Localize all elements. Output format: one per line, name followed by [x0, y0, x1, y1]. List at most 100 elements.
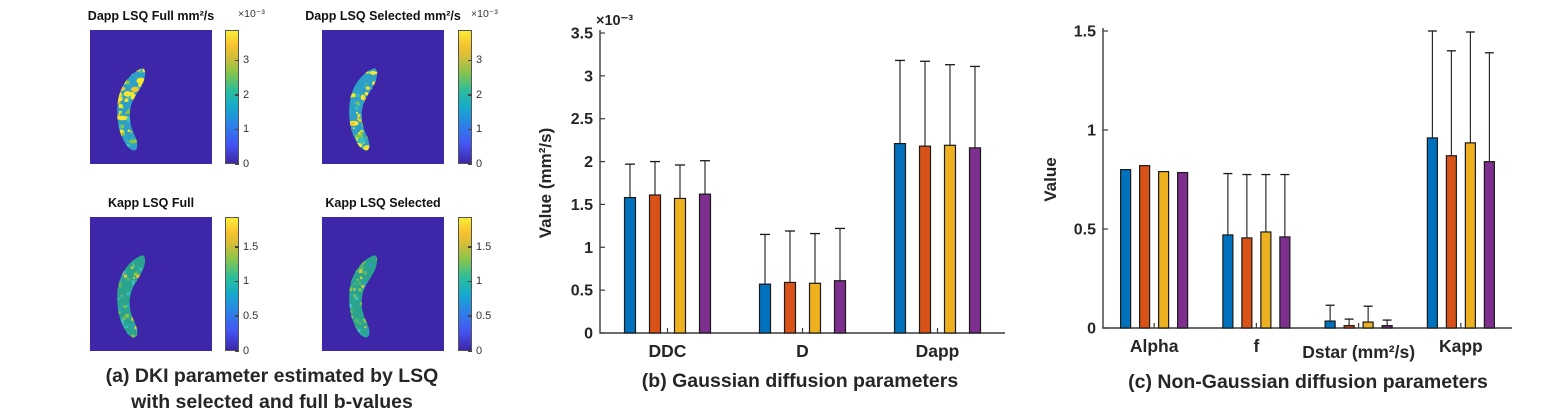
colorbar — [458, 217, 472, 351]
parameter-map-image — [322, 30, 444, 164]
bar — [698, 193, 712, 334]
colorbar-tick — [468, 94, 472, 96]
y-tick-label: 3 — [584, 68, 593, 85]
colorbar-tick-label: 1 — [476, 275, 483, 288]
colorbar-tick — [468, 280, 472, 283]
bar — [918, 145, 932, 334]
map-background — [90, 30, 212, 164]
y-tick-label: 1.5 — [1074, 24, 1096, 41]
x-category-label: Dapp — [916, 341, 960, 361]
parameter-map-image — [322, 217, 444, 351]
parameter-map-image — [90, 217, 212, 351]
colorbar-exponent: ×10⁻³ — [471, 8, 498, 20]
colorbar-tick-label: 3 — [476, 54, 483, 67]
colorbar-tick — [235, 350, 239, 352]
colorbar-tick-label: 2 — [476, 88, 483, 101]
map-title: Dapp LSQ Selected mm²/s — [305, 9, 461, 23]
bar — [1241, 237, 1253, 329]
colorbar-tick — [468, 163, 472, 165]
bar — [893, 142, 907, 334]
bar — [943, 144, 957, 334]
colorbar-tick — [235, 94, 239, 96]
bar — [1158, 170, 1170, 329]
bar — [758, 283, 772, 334]
colorbar-tick — [468, 246, 472, 248]
bar — [1279, 236, 1291, 329]
colorbar-tick-label: 1 — [243, 123, 250, 136]
colorbar-tick-label: 0.5 — [476, 309, 492, 322]
y-tick-label: 0.5 — [571, 283, 593, 300]
bar — [1381, 325, 1393, 329]
colorbar-tick-label: 2 — [243, 88, 250, 101]
colorbar — [225, 30, 239, 164]
chart-c: 0 0.5 1 1.5 Value Alpha f Dstar (mm²/s) Kapp — [1041, 24, 1512, 362]
chart-b: 0 0.5 1 1.5 2 2.5 3 3.5×10⁻³ Value (mm²/s) DDC D Da… — [536, 13, 1005, 361]
x-category-label: Alpha — [1130, 336, 1179, 356]
x-category-label: DDC — [649, 341, 687, 361]
map-background — [322, 217, 444, 351]
colorbar-exponent: ×10⁻³ — [238, 8, 265, 20]
parameter-map-image — [90, 30, 212, 164]
x-category-label: f — [1253, 336, 1259, 356]
bar — [783, 281, 797, 334]
y-tick-label: 0 — [584, 326, 593, 343]
colorbar-tick-label: 0 — [243, 157, 250, 170]
colorbar — [458, 30, 472, 164]
y-axis-exponent: ×10⁻³ — [596, 13, 633, 29]
colorbar-tick-label: 0 — [476, 157, 483, 170]
bar — [1426, 137, 1438, 329]
panel-a-caption-line2: with selected and full b-values — [131, 391, 413, 413]
colorbar-tick — [235, 280, 239, 283]
panel-b-caption: (b) Gaussian diffusion parameters — [641, 370, 959, 392]
map-title: Kapp LSQ Full — [107, 196, 195, 210]
y-tick-label: 2.5 — [571, 111, 593, 128]
colorbar — [225, 217, 239, 351]
y-axis-label: Value — [1041, 157, 1060, 201]
colorbar-tick — [468, 315, 472, 317]
colorbar-tick — [468, 59, 472, 62]
x-category-label: Kapp — [1439, 336, 1483, 356]
bar — [1177, 171, 1189, 329]
colorbar-tick — [468, 128, 472, 131]
y-tick-label: 1 — [1087, 123, 1096, 140]
y-tick-label: 0 — [1087, 321, 1096, 338]
colorbar-tick-label: 0.5 — [243, 309, 259, 322]
colorbar-tick-label: 1.5 — [243, 240, 259, 253]
colorbar-tick-label: 1 — [476, 123, 483, 136]
map-title: Dapp LSQ Full mm²/s — [87, 9, 215, 23]
bar — [1139, 165, 1151, 329]
colorbar-tick — [235, 163, 239, 165]
y-tick-label: 3.5 — [571, 26, 593, 43]
colorbar-tick-label: 1.5 — [476, 240, 492, 253]
panel-a-caption-line1: (a) DKI parameter estimated by LSQ — [105, 365, 439, 387]
bar — [623, 196, 637, 334]
map-background — [322, 30, 444, 164]
bar — [1464, 142, 1476, 329]
bar — [833, 280, 847, 334]
x-category-label: D — [796, 341, 809, 361]
y-tick-label: 1 — [584, 240, 593, 257]
bar — [808, 282, 822, 334]
bar — [1343, 325, 1355, 329]
bar — [1324, 320, 1336, 329]
colorbar-tick-label: 3 — [243, 54, 250, 67]
y-tick-label: 0.5 — [1074, 222, 1096, 239]
bar — [1483, 161, 1495, 329]
map-title: Kapp LSQ Selected — [325, 196, 441, 210]
colorbar-tick — [468, 350, 472, 352]
y-tick-label: 1.5 — [571, 197, 593, 214]
bar — [648, 194, 662, 334]
panel-c-caption: (c) Non-Gaussian diffusion parameters — [1128, 371, 1488, 393]
colorbar-tick — [235, 59, 239, 62]
bar — [1120, 169, 1132, 329]
y-tick-label: 2 — [584, 154, 593, 171]
colorbar-tick-label: 1 — [243, 275, 250, 288]
colorbar-tick-label: 0 — [243, 344, 250, 357]
colorbar-tick-label: 0 — [476, 344, 483, 357]
bar — [1260, 231, 1272, 329]
bar — [1222, 234, 1234, 329]
bar — [1362, 321, 1374, 329]
bar — [1445, 155, 1457, 329]
